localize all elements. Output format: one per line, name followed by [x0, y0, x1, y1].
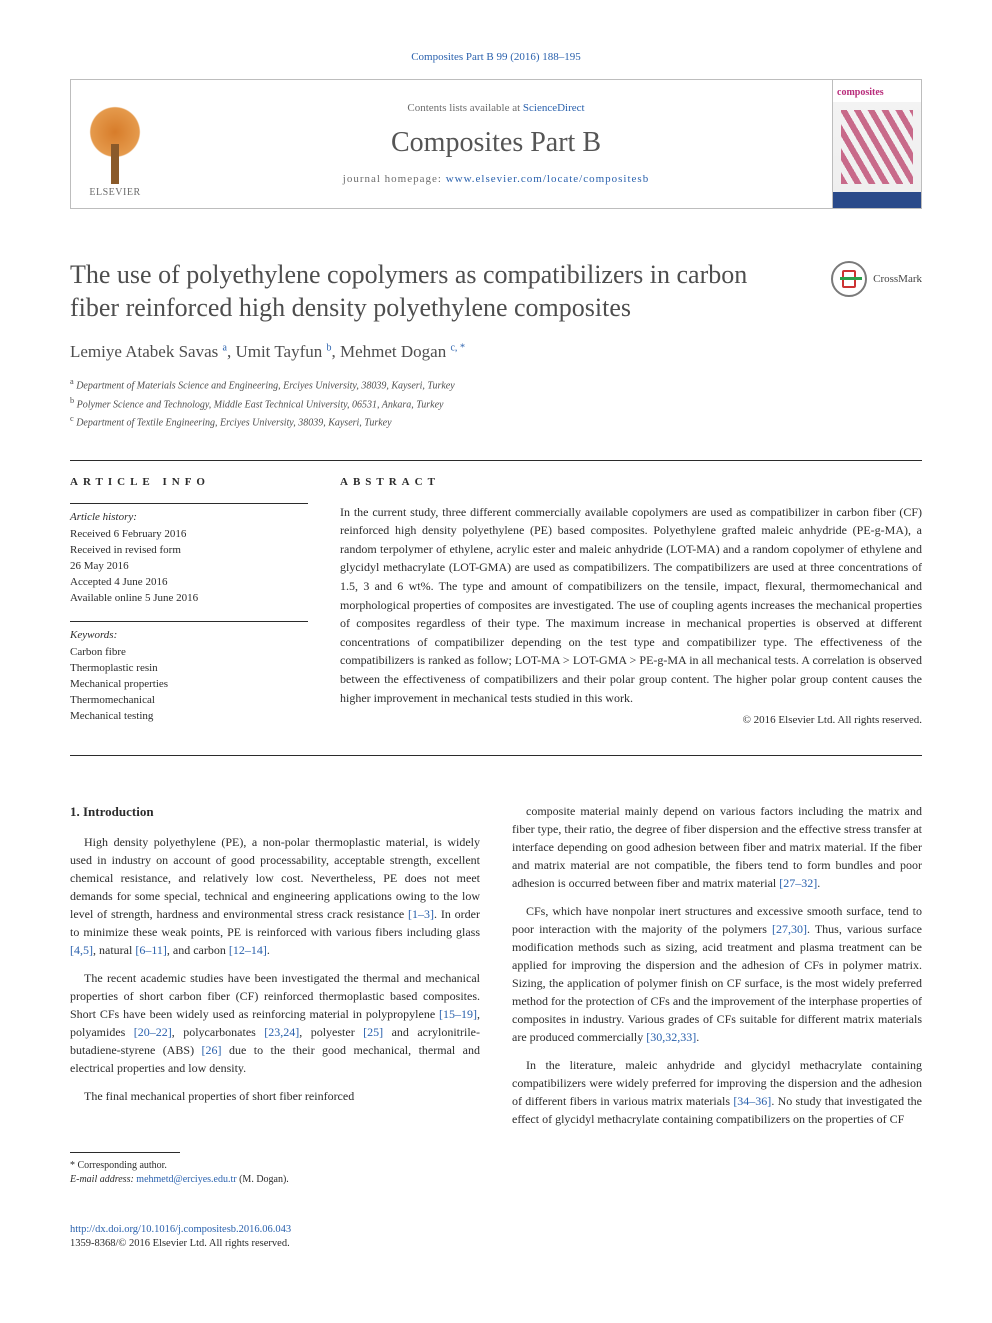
journal-name: Composites Part B: [391, 123, 601, 162]
ref-link[interactable]: [1–3]: [408, 907, 434, 921]
keywords-label: Keywords:: [70, 628, 308, 643]
paragraph: composite material mainly depend on vari…: [512, 802, 922, 892]
text-run: .: [267, 943, 270, 957]
email-label: E-mail address:: [70, 1174, 136, 1185]
history-label: Article history:: [70, 510, 308, 525]
ref-link[interactable]: [25]: [363, 1025, 383, 1039]
text-run: .: [696, 1030, 699, 1044]
keywords-body: Carbon fibreThermoplastic resinMechanica…: [70, 645, 308, 725]
cover-title: composites: [833, 80, 921, 102]
citation-link[interactable]: Composites Part B 99 (2016) 188–195: [411, 51, 581, 63]
elsevier-logo[interactable]: ELSEVIER: [81, 90, 149, 200]
footnote-rule: [70, 1152, 180, 1153]
text-run: . Thus, various surface modification met…: [512, 922, 922, 1044]
affiliation: b Polymer Science and Technology, Middle…: [70, 395, 922, 412]
contents-prefix: Contents lists available at: [407, 102, 522, 114]
contents-available-line: Contents lists available at ScienceDirec…: [407, 101, 584, 116]
homepage-prefix: journal homepage:: [343, 173, 446, 185]
affiliation: c Department of Textile Engineering, Erc…: [70, 413, 922, 430]
ref-link[interactable]: [6–11]: [135, 943, 167, 957]
crossmark-widget[interactable]: CrossMark: [831, 261, 922, 297]
text-run: , and carbon: [167, 943, 229, 957]
paragraph: CFs, which have nonpolar inert structure…: [512, 902, 922, 1046]
paragraph: High density polyethylene (PE), a non-po…: [70, 833, 480, 959]
bottom-block: http://dx.doi.org/10.1016/j.compositesb.…: [70, 1223, 922, 1252]
elsevier-label: ELSEVIER: [89, 186, 140, 200]
paragraph: The recent academic studies have been in…: [70, 969, 480, 1077]
corresponding-author: * Corresponding author.: [70, 1159, 922, 1173]
footnotes: * Corresponding author. E-mail address: …: [70, 1159, 922, 1187]
ref-link[interactable]: [34–36]: [733, 1094, 771, 1108]
abstract-head: ABSTRACT: [340, 475, 922, 490]
article-info-head: ARTICLE INFO: [70, 475, 308, 490]
ref-link[interactable]: [15–19]: [439, 1007, 477, 1021]
divider: [70, 460, 922, 461]
email-link[interactable]: mehmetd@erciyes.edu.tr: [136, 1174, 236, 1185]
divider: [70, 755, 922, 756]
email-line: E-mail address: mehmetd@erciyes.edu.tr (…: [70, 1173, 922, 1187]
ref-link[interactable]: [4,5]: [70, 943, 93, 957]
text-run: composite material mainly depend on vari…: [512, 804, 922, 890]
history-body: Received 6 February 2016Received in revi…: [70, 527, 308, 607]
ref-link[interactable]: [23,24]: [264, 1025, 299, 1039]
journal-header: ELSEVIER Contents lists available at Sci…: [70, 79, 922, 209]
paragraph: In the literature, maleic anhydride and …: [512, 1056, 922, 1128]
crossmark-icon: [831, 261, 867, 297]
homepage-link[interactable]: www.elsevier.com/locate/compositesb: [446, 173, 650, 185]
section-heading-intro: 1. Introduction: [70, 802, 480, 822]
doi-link[interactable]: http://dx.doi.org/10.1016/j.compositesb.…: [70, 1224, 291, 1235]
authors-line: Lemiye Atabek Savas a, Umit Tayfun b, Me…: [70, 340, 922, 364]
text-run: The recent academic studies have been in…: [70, 971, 480, 1021]
ref-link[interactable]: [27–32]: [779, 876, 817, 890]
ref-link[interactable]: [26]: [202, 1043, 222, 1057]
cover-art-icon: [833, 102, 921, 192]
homepage-line: journal homepage: www.elsevier.com/locat…: [343, 172, 649, 187]
ref-link[interactable]: [12–14]: [229, 943, 267, 957]
top-citation: Composites Part B 99 (2016) 188–195: [70, 50, 922, 65]
cover-bar-icon: [833, 192, 921, 208]
affiliation: a Department of Materials Science and En…: [70, 376, 922, 393]
body-columns: 1. Introduction High density polyethylen…: [70, 802, 922, 1128]
paragraph: The final mechanical properties of short…: [70, 1087, 480, 1105]
crossmark-label: CrossMark: [873, 272, 922, 287]
issn-line: 1359-8368/© 2016 Elsevier Ltd. All right…: [70, 1237, 922, 1252]
abstract-text: In the current study, three different co…: [340, 503, 922, 708]
journal-cover-thumb[interactable]: composites: [832, 79, 922, 209]
text-run: , polycarbonates: [172, 1025, 265, 1039]
ref-link[interactable]: [30,32,33]: [646, 1030, 696, 1044]
text-run: , natural: [93, 943, 135, 957]
article-title: The use of polyethylene copolymers as co…: [70, 259, 922, 324]
ref-link[interactable]: [27,30]: [772, 922, 807, 936]
text-run: , polyester: [299, 1025, 363, 1039]
elsevier-tree-icon: [84, 104, 146, 184]
text-run: .: [817, 876, 820, 890]
ref-link[interactable]: [20–22]: [134, 1025, 172, 1039]
sciencedirect-link[interactable]: ScienceDirect: [523, 102, 585, 114]
abstract-copyright: © 2016 Elsevier Ltd. All rights reserved…: [340, 713, 922, 728]
text-run: The final mechanical properties of short…: [84, 1089, 354, 1103]
email-suffix: (M. Dogan).: [237, 1174, 289, 1185]
affiliations: a Department of Materials Science and En…: [70, 376, 922, 430]
